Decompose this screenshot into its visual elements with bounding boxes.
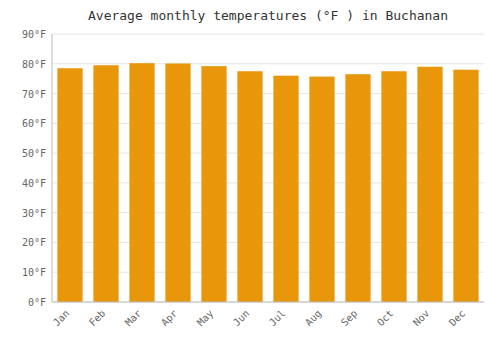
grid-line <box>52 34 484 35</box>
x-tick-label: Nov <box>411 308 432 329</box>
x-tick-label: Oct <box>375 308 396 329</box>
grid-line <box>52 63 484 64</box>
y-tick-label: 50°F <box>22 148 46 159</box>
chart-container: Average monthly temperatures (°F ) in Bu… <box>0 0 500 350</box>
x-tick-label: Jul <box>267 308 288 329</box>
bar <box>93 65 118 302</box>
bar <box>57 68 82 302</box>
y-tick-label: 80°F <box>22 59 46 70</box>
bar <box>237 71 262 302</box>
chart: Average monthly temperatures (°F ) in Bu… <box>0 0 500 350</box>
x-tick-label: Feb <box>87 308 108 329</box>
x-tick-label: Mar <box>123 308 144 329</box>
y-axis-line <box>52 34 53 302</box>
y-tick-label: 30°F <box>22 208 46 219</box>
x-tick-label: Sep <box>339 308 360 329</box>
y-tick-label: 90°F <box>22 29 46 40</box>
y-tick-label: 0°F <box>28 297 46 308</box>
bars <box>57 63 478 302</box>
title: Average monthly temperatures (°F ) in Bu… <box>88 8 448 23</box>
y-tick-label: 10°F <box>22 267 46 278</box>
bar <box>345 74 370 302</box>
bar <box>165 63 190 302</box>
bar <box>381 71 406 302</box>
bar <box>417 67 442 302</box>
x-tick-label: May <box>195 308 216 329</box>
x-axis: Jan Feb Mar Apr May Jun Jul Aug Sep Oct Nov Dec <box>51 308 468 329</box>
y-tick-label: 20°F <box>22 237 46 248</box>
y-tick-label: 60°F <box>22 118 46 129</box>
x-tick-label: Jun <box>231 308 252 329</box>
bar <box>453 70 478 302</box>
x-tick-label: Jan <box>51 308 72 329</box>
y-axis: 0°F 10°F 20°F 30°F 40°F 50°F 60°F 70°F 80°F 90°F <box>22 29 46 308</box>
bar <box>273 76 298 302</box>
bar <box>201 66 226 302</box>
x-tick-label: Dec <box>447 308 468 329</box>
bar <box>129 63 154 302</box>
bar <box>309 77 334 302</box>
grid-line <box>52 302 484 303</box>
y-grid <box>52 34 484 302</box>
x-tick-label: Aug <box>303 308 324 329</box>
y-tick-label: 70°F <box>22 89 46 100</box>
y-tick-label: 40°F <box>22 178 46 189</box>
x-tick-label: Apr <box>159 308 180 329</box>
x-axis-line <box>52 302 484 303</box>
